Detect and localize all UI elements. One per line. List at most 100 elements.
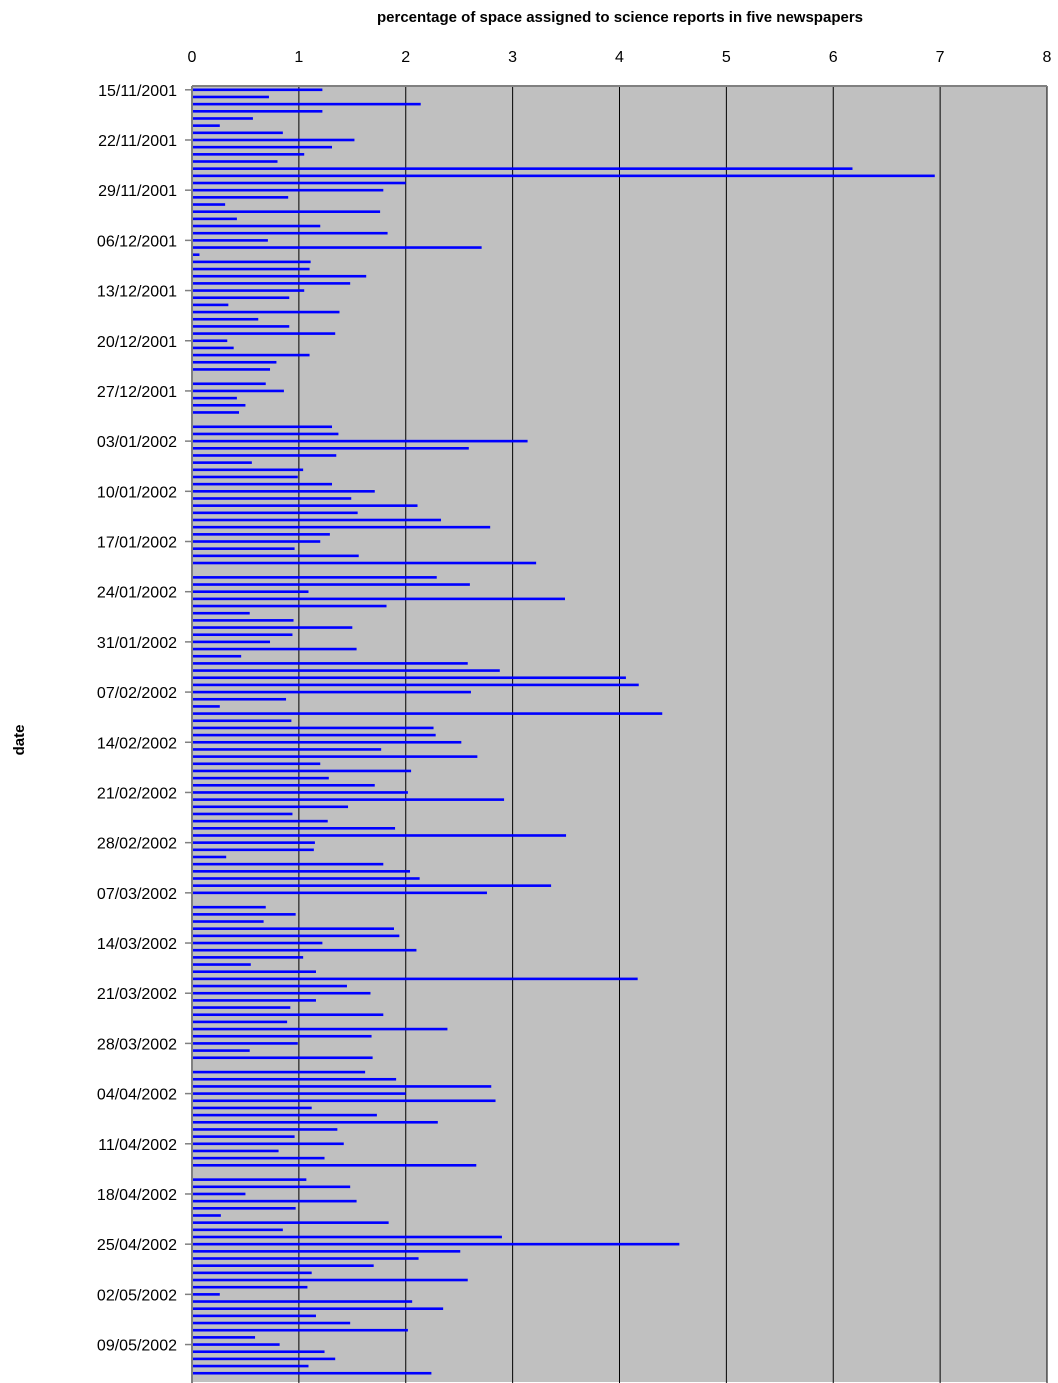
y-tick-label: 15/11/2001 — [98, 83, 177, 100]
bar — [192, 1056, 373, 1060]
y-tick-label: 07/03/2002 — [97, 886, 177, 903]
y-tick-label: 10/01/2002 — [97, 484, 177, 501]
bar — [192, 619, 294, 622]
y-tick-label: 17/01/2002 — [97, 535, 177, 552]
bar — [192, 1070, 366, 1074]
bar — [192, 791, 408, 794]
bar — [192, 1350, 325, 1354]
bar — [192, 117, 253, 120]
bar — [192, 454, 337, 457]
bar — [192, 181, 406, 185]
bar — [192, 1321, 351, 1325]
bar — [192, 762, 321, 766]
bar — [192, 905, 266, 909]
bar — [192, 490, 375, 493]
bar — [192, 626, 353, 629]
bar — [192, 138, 355, 142]
bar — [192, 253, 200, 257]
chart-title: percentage of space assigned to science … — [377, 9, 863, 26]
bar — [192, 1013, 384, 1017]
bar — [192, 1178, 307, 1181]
bar — [192, 1020, 288, 1024]
bar — [192, 1357, 336, 1361]
bar — [192, 841, 315, 844]
bar — [192, 561, 537, 565]
x-tick-label: 5 — [722, 49, 731, 66]
bar — [192, 432, 339, 436]
bar — [192, 203, 226, 206]
bar — [192, 1128, 338, 1131]
bar — [192, 239, 268, 242]
bar — [192, 920, 264, 923]
y-tick-label: 04/04/2002 — [97, 1087, 177, 1104]
bar — [192, 224, 321, 228]
x-tick-label: 4 — [615, 49, 624, 66]
bar — [192, 783, 375, 787]
bar — [192, 1328, 408, 1332]
bar — [192, 690, 471, 694]
bar — [192, 991, 371, 995]
bar — [192, 368, 271, 371]
bar — [192, 167, 853, 170]
bar — [192, 533, 330, 536]
bar — [192, 827, 396, 830]
bar — [192, 1106, 312, 1110]
y-tick-label: 18/04/2002 — [97, 1187, 177, 1204]
x-tick-label: 8 — [1043, 49, 1052, 66]
y-tick-label: 09/05/2002 — [97, 1338, 177, 1355]
bar — [192, 970, 316, 974]
bar — [192, 934, 400, 938]
bar — [192, 217, 237, 221]
y-axis-label: date — [11, 725, 28, 756]
bar — [192, 805, 349, 809]
bar — [192, 540, 321, 543]
bar — [192, 231, 388, 235]
bar — [192, 525, 491, 529]
bar — [192, 583, 470, 586]
bar — [192, 1242, 680, 1246]
bar — [192, 317, 259, 321]
bar — [192, 676, 626, 680]
bar — [192, 654, 242, 658]
bar — [192, 145, 333, 149]
bar — [192, 611, 250, 615]
y-tick-label: 11/04/2002 — [98, 1137, 177, 1154]
bar — [192, 1314, 316, 1318]
y-tick-label: 31/01/2002 — [97, 635, 177, 652]
bar — [192, 604, 387, 608]
bar — [192, 296, 290, 300]
bar — [192, 776, 329, 780]
bar — [192, 726, 434, 730]
bar — [192, 877, 420, 880]
bar — [192, 733, 436, 737]
bar — [192, 1113, 377, 1117]
bar — [192, 984, 347, 988]
bar — [192, 1221, 389, 1224]
bar — [192, 576, 437, 579]
bar — [192, 719, 292, 723]
bar — [192, 1034, 372, 1038]
bar — [192, 403, 246, 407]
bar — [192, 812, 293, 816]
bar — [192, 274, 367, 278]
bar — [192, 870, 411, 873]
bar — [192, 948, 417, 952]
bar — [192, 518, 442, 522]
bar — [192, 590, 309, 593]
bar — [192, 669, 500, 672]
bar — [192, 88, 323, 92]
bar — [192, 1278, 468, 1282]
bar — [192, 1164, 477, 1167]
bar — [192, 1336, 256, 1339]
bar — [192, 389, 284, 393]
bar — [192, 282, 351, 285]
bar — [192, 963, 251, 966]
bars — [192, 88, 935, 1375]
bar — [192, 353, 310, 357]
bar — [192, 819, 328, 823]
bar — [192, 705, 220, 708]
bar — [192, 475, 298, 479]
bar — [192, 124, 220, 127]
x-tick-label: 1 — [294, 49, 303, 66]
